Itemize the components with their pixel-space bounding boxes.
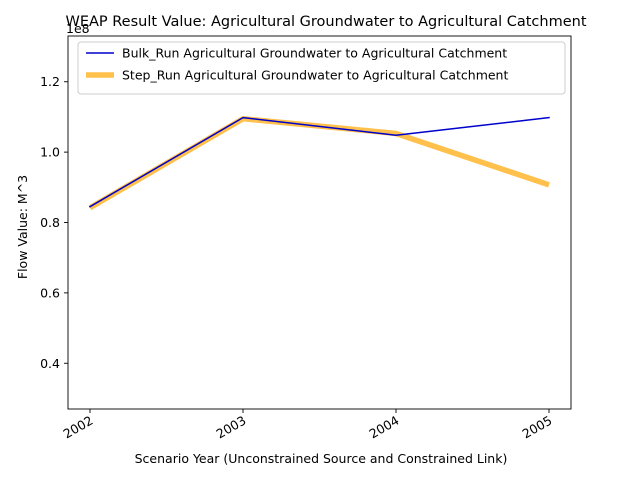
legend-label-2: Step_Run Agricultural Groundwater to Agr…: [122, 68, 508, 83]
series-line-1: [88, 116, 550, 208]
legend: Bulk_Run Agricultural Groundwater to Agr…: [77, 41, 566, 95]
x-axis-label: Scenario Year (Unconstrained Source and …: [135, 451, 508, 466]
chart-title: WEAP Result Value: Agricultural Groundwa…: [65, 14, 586, 30]
y-tick-label: 0.8: [40, 215, 60, 230]
y-tick-label: 0.6: [40, 285, 60, 300]
y-offset-label: 1e8: [66, 21, 90, 36]
y-tick-label: 1.2: [40, 74, 60, 89]
y-axis-label: Flow Value: M^3: [15, 175, 30, 279]
legend-box: [77, 41, 566, 95]
axes-frame: [67, 35, 572, 410]
y-tick-label: 1.0: [40, 145, 60, 160]
y-tick-label: 0.4: [40, 356, 60, 371]
legend-label-1: Bulk_Run Agricultural Groundwater to Agr…: [122, 46, 507, 61]
